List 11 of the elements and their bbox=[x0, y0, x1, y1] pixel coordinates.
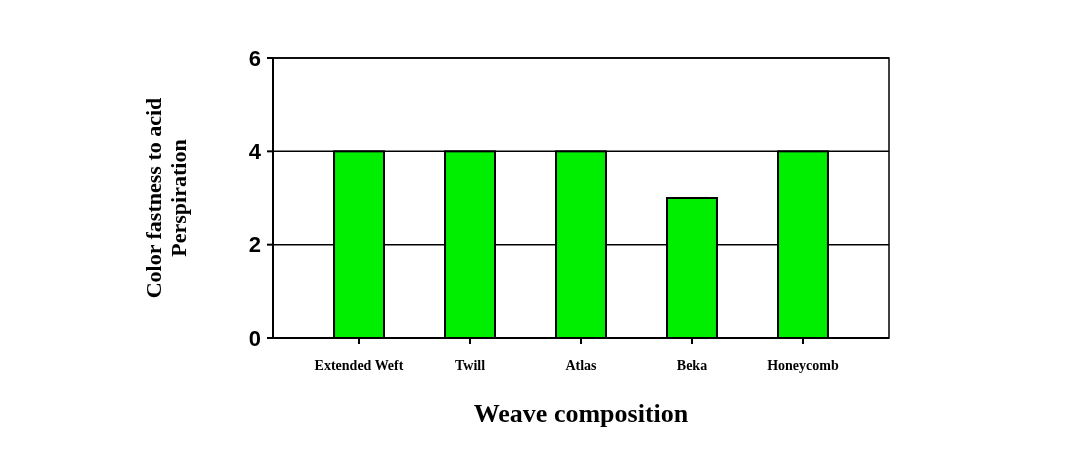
y-tick-label: 4 bbox=[248, 139, 262, 165]
x-tick-label: Honeycomb bbox=[767, 358, 839, 373]
x-tick-label: Atlas bbox=[565, 358, 598, 373]
y-axis-title: Color fastness to acid Perspiration bbox=[140, 97, 192, 299]
x-axis-title: Weave composition bbox=[473, 399, 689, 428]
x-tick-label: Twill bbox=[454, 358, 486, 373]
x-tick-label: Extended Weft bbox=[314, 358, 404, 373]
x-tick-label: Beka bbox=[676, 358, 708, 373]
y-tick-label: 0 bbox=[248, 325, 261, 351]
y-tick-label: 6 bbox=[248, 45, 261, 71]
y-tick-label: 2 bbox=[248, 232, 261, 258]
